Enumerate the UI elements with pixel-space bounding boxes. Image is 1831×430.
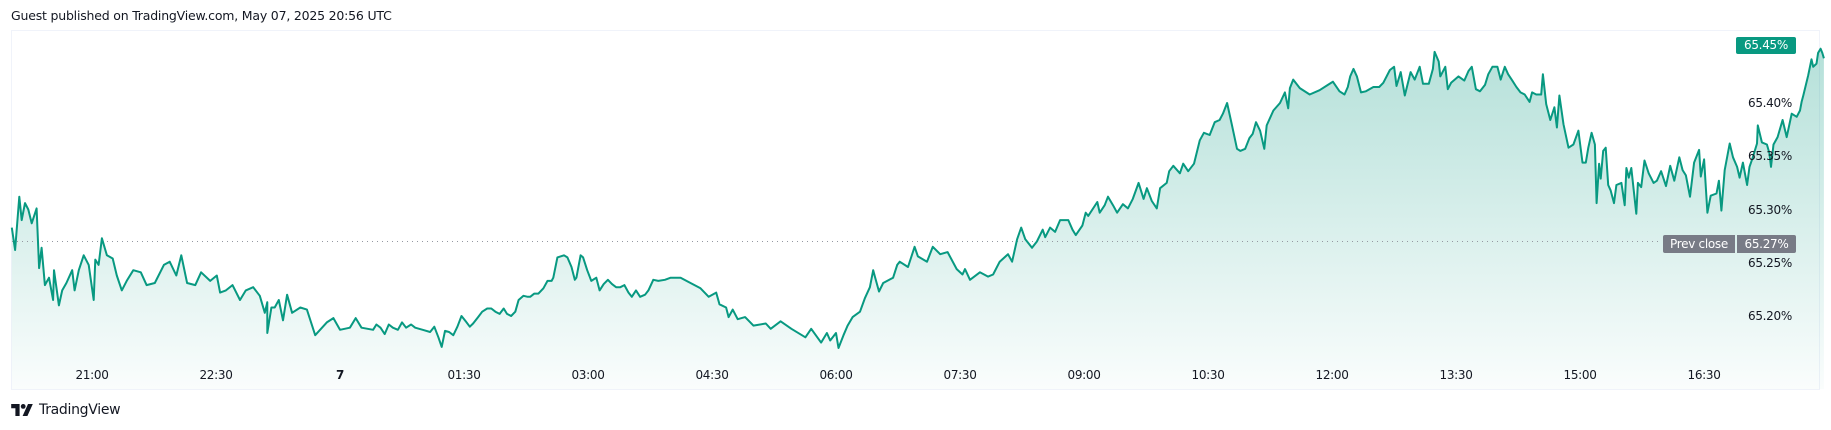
price-line [10,47,1825,349]
time-axis-label: 01:30 [447,368,481,382]
time-axis-label: 22:30 [199,368,233,382]
tradingview-brand[interactable]: TradingView [11,402,121,418]
price-axis-label: 65.20% [1748,309,1792,323]
published-caption: Guest published on TradingView.com, May … [11,8,392,23]
time-axis-label: 03:00 [571,368,605,382]
price-axis-label: 65.35% [1748,149,1792,164]
current-price-tag: 65.45% [1736,37,1796,54]
time-axis-label: 10:30 [1191,368,1225,382]
price-axis-label: 65.40% [1748,96,1792,110]
time-axis-label: 06:00 [819,368,853,382]
time-axis-label: 7 [335,368,345,382]
time-axis-label: 21:00 [75,368,109,382]
tradingview-logo-icon [11,404,33,416]
time-axis-label: 15:00 [1563,368,1597,382]
time-axis-label: 04:30 [695,368,729,382]
price-axis-label: 65.30% [1748,202,1792,217]
price-axis-label: 65.25% [1748,255,1792,270]
time-axis-label: 12:00 [1315,368,1349,382]
time-axis-label: 09:00 [1067,368,1101,382]
brand-name: TradingView [39,402,121,418]
price-area-fill [11,48,1824,389]
time-axis-label: 16:30 [1687,368,1721,382]
time-axis-label: 13:30 [1439,368,1473,382]
prev-close-value: 65.27% [1737,235,1796,253]
prev-close-label: Prev close [1663,235,1735,253]
time-axis-label: 07:30 [943,368,977,382]
